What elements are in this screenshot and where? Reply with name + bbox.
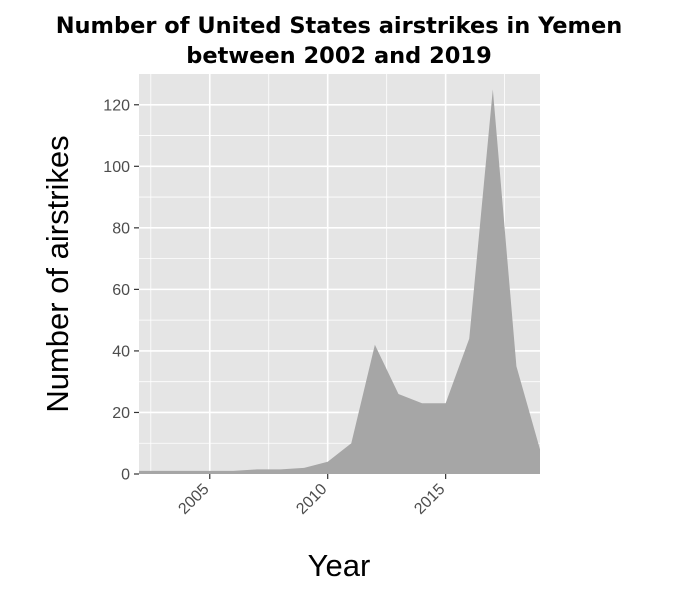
x-tick-label: 2015 (411, 481, 448, 518)
chart-title-line-2: between 2002 and 2019 (186, 43, 492, 69)
y-tick-label: 60 (112, 282, 130, 299)
y-tick-label: 80 (112, 220, 130, 237)
series-area (139, 89, 540, 474)
x-axis-title: Year (308, 548, 371, 583)
y-tick-label: 100 (103, 159, 130, 176)
x-tick-label: 2005 (175, 481, 212, 518)
y-tick-label: 120 (103, 97, 130, 114)
chart-title-line-1: Number of United States airstrikes in Ye… (56, 13, 623, 39)
y-axis-title: Number of airstrikes (40, 135, 75, 412)
x-tick-label: 2010 (293, 481, 330, 518)
y-tick-label: 0 (121, 467, 130, 484)
y-tick-label: 40 (112, 343, 130, 360)
y-tick-label: 20 (112, 405, 130, 422)
